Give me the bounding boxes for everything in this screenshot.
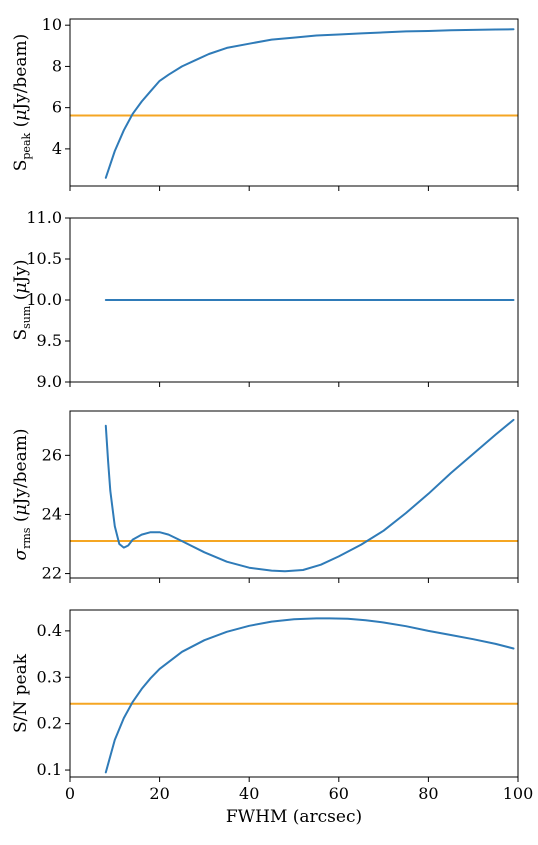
y-axis-label-unit-open: ( bbox=[11, 294, 31, 306]
y-tick-label: 9.0 bbox=[37, 372, 62, 391]
y-axis-label: Ssum (μJy) bbox=[11, 260, 33, 341]
axes-frame bbox=[69, 410, 519, 579]
x-tick-label: 20 bbox=[149, 784, 169, 803]
y-axis-label-sub: sum bbox=[20, 305, 33, 329]
y-axis-label-main: S bbox=[11, 160, 31, 172]
y-axis-label-unit-rest: Jy/beam) bbox=[11, 428, 31, 506]
axes-frame bbox=[69, 609, 519, 778]
x-tick-label: 80 bbox=[418, 784, 438, 803]
y-axis-label-unit-mu: μ bbox=[11, 504, 31, 515]
y-axis-label-unit-open: ( bbox=[11, 516, 31, 528]
y-axis-label-main: S/N peak bbox=[11, 653, 31, 733]
y-tick-label: 11.0 bbox=[26, 208, 62, 227]
y-tick-label: 10.0 bbox=[26, 290, 62, 309]
y-axis-label-unit-open: ( bbox=[11, 121, 31, 133]
x-tick-label: 100 bbox=[503, 784, 534, 803]
y-tick-label: 8 bbox=[52, 56, 62, 75]
x-tick-label: 40 bbox=[239, 784, 259, 803]
series-line bbox=[104, 28, 515, 179]
y-tick-label: 9.5 bbox=[37, 331, 62, 350]
y-tick-label: 0.3 bbox=[37, 667, 62, 686]
axes-frame bbox=[69, 18, 519, 187]
y-tick-label: 26 bbox=[42, 445, 62, 464]
y-tick-label: 22 bbox=[42, 564, 62, 583]
y-axis-label-unit-mu: μ bbox=[11, 110, 31, 121]
y-axis-label-unit-mu: μ bbox=[11, 283, 31, 294]
y-axis-label-unit-rest: Jy/beam) bbox=[11, 34, 31, 112]
y-axis-label-sub: rms bbox=[20, 527, 33, 549]
x-tick-label: 60 bbox=[329, 784, 349, 803]
y-tick-label: 10 bbox=[42, 15, 62, 34]
series-line bbox=[104, 617, 515, 774]
y-tick-label: 6 bbox=[52, 98, 62, 117]
y-axis-label: σrms (μJy/beam) bbox=[11, 428, 33, 560]
x-tick-label: 0 bbox=[65, 784, 75, 803]
y-tick-label: 0.4 bbox=[37, 621, 62, 640]
panel-3: 22 24 26 σrms (μJy/beam) bbox=[11, 410, 519, 583]
y-tick-label: 4 bbox=[52, 139, 62, 158]
y-axis-label-main: S bbox=[11, 329, 31, 341]
y-tick-label: 0.1 bbox=[37, 760, 62, 779]
axes-frame bbox=[69, 217, 519, 383]
y-axis-label-main: σ bbox=[11, 549, 31, 561]
y-axis-label-unit-rest: Jy) bbox=[11, 260, 31, 285]
y-axis-label-sub: peak bbox=[20, 133, 33, 160]
y-tick-label: 24 bbox=[42, 504, 62, 523]
panel-1: 4 6 8 10 Speak (μJy/beam) bbox=[11, 15, 519, 191]
x-axis-label: FWHM (arcsec) bbox=[226, 807, 362, 827]
y-tick-label: 0.2 bbox=[37, 714, 62, 733]
y-axis-label: S/N peak bbox=[11, 653, 31, 733]
series-line bbox=[104, 418, 515, 573]
panel-2: 9.0 9.5 10.0 10.5 11.0 Ssum (μJy) bbox=[11, 208, 519, 391]
y-axis-label: Speak (μJy/beam) bbox=[11, 34, 33, 172]
y-tick-label: 10.5 bbox=[26, 249, 62, 268]
panel-4: 0.1 0.2 0.3 0.4 0 20 40 60 80 100 S/N peak FWHM (ar… bbox=[11, 609, 534, 827]
